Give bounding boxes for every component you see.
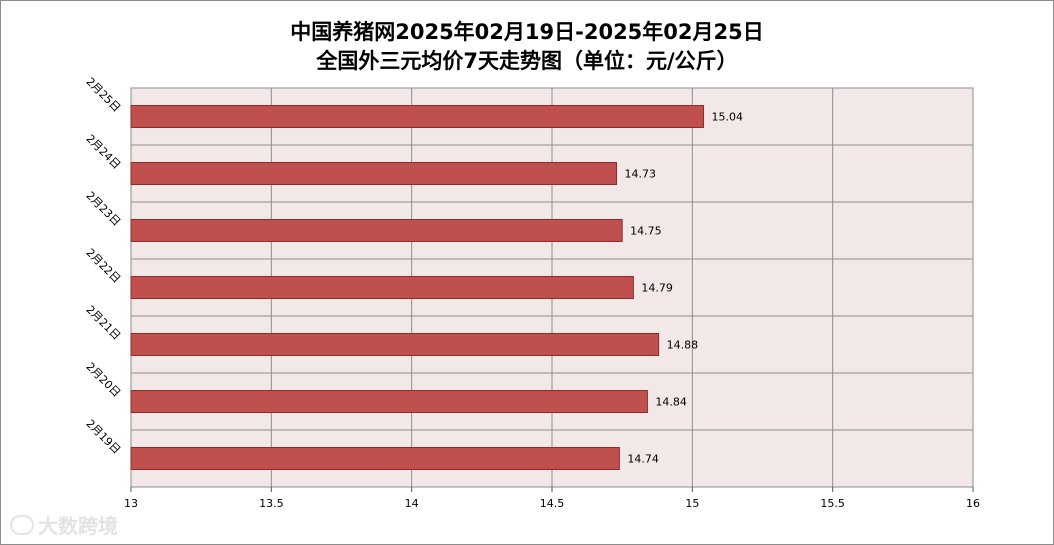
x-tick-label: 15.5 (820, 497, 845, 510)
chart-title-line-1: 中国养猪网2025年02月19日-2025年02月25日 (290, 20, 764, 44)
category-label: 2月21日 (83, 303, 123, 343)
x-tick-label: 15 (685, 497, 699, 510)
category-label: 2月20日 (83, 360, 123, 400)
data-label: 15.04 (712, 111, 744, 124)
bar (130, 390, 648, 413)
bar (130, 447, 620, 470)
data-label: 14.73 (625, 168, 657, 181)
watermark-text: 大数跨境 (38, 514, 118, 538)
x-tick-label: 16 (966, 497, 980, 510)
x-tick-label: 14.5 (540, 497, 565, 510)
data-label: 14.88 (667, 339, 699, 352)
data-label: 14.74 (627, 453, 659, 466)
data-label: 14.75 (630, 225, 662, 238)
data-label: 14.79 (641, 282, 673, 295)
chart-title-line-2: 全国外三元均价7天走势图（单位：元/公斤） (316, 49, 738, 73)
bar (130, 276, 634, 299)
data-label: 14.84 (655, 396, 687, 409)
bar (130, 162, 618, 185)
bar (130, 333, 660, 356)
category-label: 2月19日 (83, 417, 123, 457)
watermark-logo-icon (10, 514, 34, 535)
watermark: 大数跨境 (10, 510, 118, 539)
category-label: 2月22日 (83, 246, 123, 286)
bar (130, 219, 623, 242)
category-label: 2月25日 (83, 75, 123, 115)
x-tick-label: 13.5 (259, 497, 284, 510)
chart-title: 中国养猪网2025年02月19日-2025年02月25日 全国外三元均价7天走势… (0, 18, 1054, 76)
bar (130, 105, 705, 128)
category-label: 2月23日 (83, 189, 123, 229)
category-label: 2月24日 (83, 132, 123, 172)
x-tick-label: 13 (124, 497, 138, 510)
x-tick-label: 14 (405, 497, 419, 510)
